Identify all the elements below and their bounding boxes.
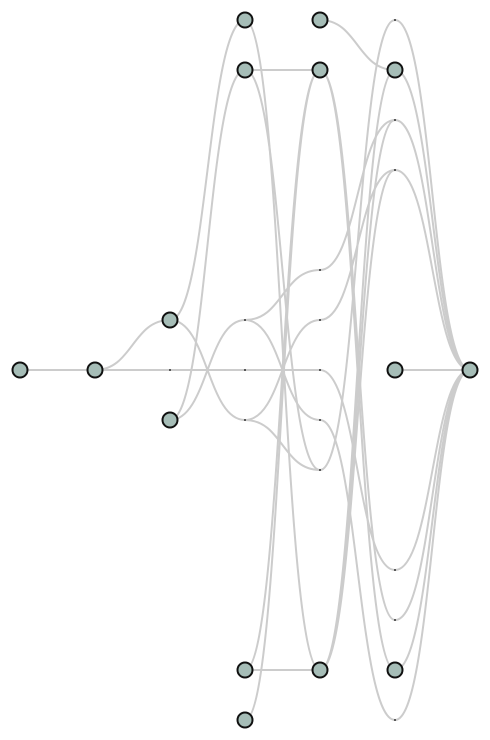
- graph-dummy-node: [394, 119, 396, 121]
- graph-node: [236, 711, 254, 729]
- graph-edge: [319, 19, 396, 71]
- graph-dummy-node: [319, 469, 321, 471]
- graph-dummy-node: [394, 719, 396, 721]
- graph-edge: [244, 69, 321, 471]
- graph-node: [236, 661, 254, 679]
- graph-dummy-node: [244, 419, 246, 421]
- graph-edge: [394, 369, 471, 671]
- graph-dummy-node: [394, 569, 396, 571]
- graph-dummy-node: [244, 319, 246, 321]
- graph-edge: [319, 69, 396, 621]
- graph-node: [86, 361, 104, 379]
- graph-edge: [244, 269, 321, 321]
- graph-edge: [319, 119, 396, 271]
- graph-node: [311, 61, 329, 79]
- graph-edge: [319, 369, 396, 571]
- graph-edge: [244, 69, 321, 721]
- graph-node: [461, 361, 479, 379]
- graph-edge: [244, 419, 321, 471]
- graph-dummy-node: [319, 319, 321, 321]
- graph-edge: [394, 69, 471, 371]
- graph-edge: [169, 69, 246, 421]
- graph-edge: [394, 369, 471, 571]
- graph-edge: [394, 369, 471, 721]
- graph-node: [386, 61, 404, 79]
- graph-dummy-node: [244, 369, 246, 371]
- graph-dummy-node: [394, 19, 396, 21]
- node-group: [11, 11, 479, 729]
- graph-dummy-node: [394, 169, 396, 171]
- graph-edge: [169, 19, 246, 321]
- graph-edge: [244, 19, 321, 671]
- graph-edge: [319, 69, 396, 671]
- graph-edge: [319, 119, 396, 671]
- graph-edge: [319, 419, 396, 721]
- edge-group: [19, 19, 471, 721]
- graph-node: [311, 11, 329, 29]
- graph-node: [11, 361, 29, 379]
- graph-dummy-node: [319, 369, 321, 371]
- graph-dummy-node: [319, 419, 321, 421]
- graph-node: [386, 661, 404, 679]
- dummy-node-group: [169, 19, 396, 721]
- graph-edge: [394, 169, 471, 371]
- graph-dummy-node: [169, 369, 171, 371]
- graph-node: [236, 61, 254, 79]
- graph-edge: [394, 369, 471, 621]
- graph-edge: [394, 19, 471, 371]
- graph-node: [311, 661, 329, 679]
- graph-edge: [319, 19, 396, 471]
- graph-edge: [169, 319, 246, 421]
- graph-node: [161, 411, 179, 429]
- graph-dummy-node: [319, 269, 321, 271]
- graph-dummy-node: [394, 619, 396, 621]
- graph-edge: [394, 119, 471, 371]
- graph-edge: [94, 319, 171, 371]
- graph-node: [386, 361, 404, 379]
- graph-node: [236, 11, 254, 29]
- graph-node: [161, 311, 179, 329]
